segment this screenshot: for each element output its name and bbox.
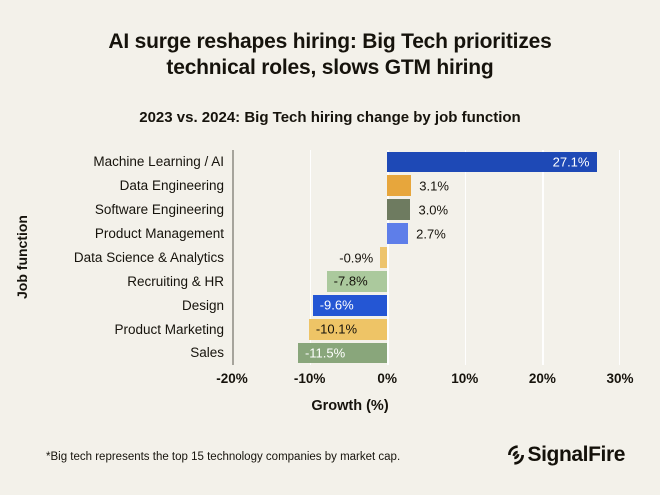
bar-data-science-analytics <box>380 247 388 268</box>
bar-design <box>312 294 388 316</box>
category-label: Product Management <box>94 226 224 242</box>
gridline <box>542 150 544 365</box>
bar-value-label: 3.0% <box>418 202 449 218</box>
chart-title-line1: AI surge reshapes hiring: Big Tech prior… <box>108 30 552 53</box>
category-labels: Machine Learning / AI Data Engineering Sof… <box>50 150 224 365</box>
bar-product-management <box>387 223 409 245</box>
category-label: Recruiting & HR <box>127 273 224 289</box>
signalfire-logo-icon <box>508 445 525 465</box>
bar-value-label: 3.1% <box>419 178 449 194</box>
bar-value-label: -7.8% <box>333 273 368 289</box>
gridline <box>309 150 312 365</box>
plot-area: 27.1% 3.1% 3.0% 2.7% -0.9% -7.8% -9.6% -10.1% -1… <box>232 150 620 365</box>
category-label: Data Engineering <box>119 178 224 194</box>
brand-logo: SignalFire <box>506 443 625 467</box>
chart-title-line2: technical roles, slows GTM hiring <box>166 56 494 79</box>
bar-software-engineering <box>387 199 411 221</box>
y-axis-label: Job function <box>14 215 30 299</box>
chart-subtitle: 2023 vs. 2024: Big Tech hiring change by… <box>139 109 521 126</box>
y-axis-spine <box>232 150 234 365</box>
x-tick-label: 10% <box>451 371 479 386</box>
brand-name: SignalFire <box>527 443 625 466</box>
bar-value-label: -10.1% <box>315 321 358 337</box>
bar-value-label: 2.7% <box>416 226 446 242</box>
bar-value-label: -9.6% <box>319 297 354 313</box>
bar-recruiting-hr <box>326 270 388 292</box>
category-label: Software Engineering <box>94 202 224 218</box>
category-label: Design <box>181 297 224 313</box>
category-label: Data Science & Analytics <box>73 249 224 265</box>
gridline <box>387 150 389 365</box>
x-tick-label: 30% <box>606 371 634 386</box>
category-label: Product Marketing <box>114 321 224 337</box>
gridline <box>618 150 620 365</box>
bar-sales <box>297 342 388 364</box>
x-axis-label: Growth (%) <box>311 398 389 414</box>
chart-title: AI surge reshapes hiring: Big Tech prior… <box>0 29 660 81</box>
gridline <box>464 150 467 365</box>
category-label: Machine Learning / AI <box>93 154 224 170</box>
category-label: Sales <box>190 345 224 361</box>
bar-data-engineering <box>387 175 412 197</box>
bar-machine-learning-ai <box>387 151 598 173</box>
x-axis-ticks: -20% -10% 0% 10% 20% 30% <box>216 371 633 389</box>
bar-product-marketing <box>308 318 388 340</box>
bar-value-label: -11.5% <box>304 345 346 361</box>
footnote: *Big tech represents the top 15 technolo… <box>46 451 401 463</box>
x-tick-label: 20% <box>528 371 556 386</box>
bar-value-label: -0.9% <box>339 250 374 265</box>
bar-value-label: 27.1% <box>552 154 590 170</box>
x-tick-label: 0% <box>377 371 397 386</box>
x-tick-label: -10% <box>293 371 326 386</box>
x-tick-label: -20% <box>216 371 248 386</box>
